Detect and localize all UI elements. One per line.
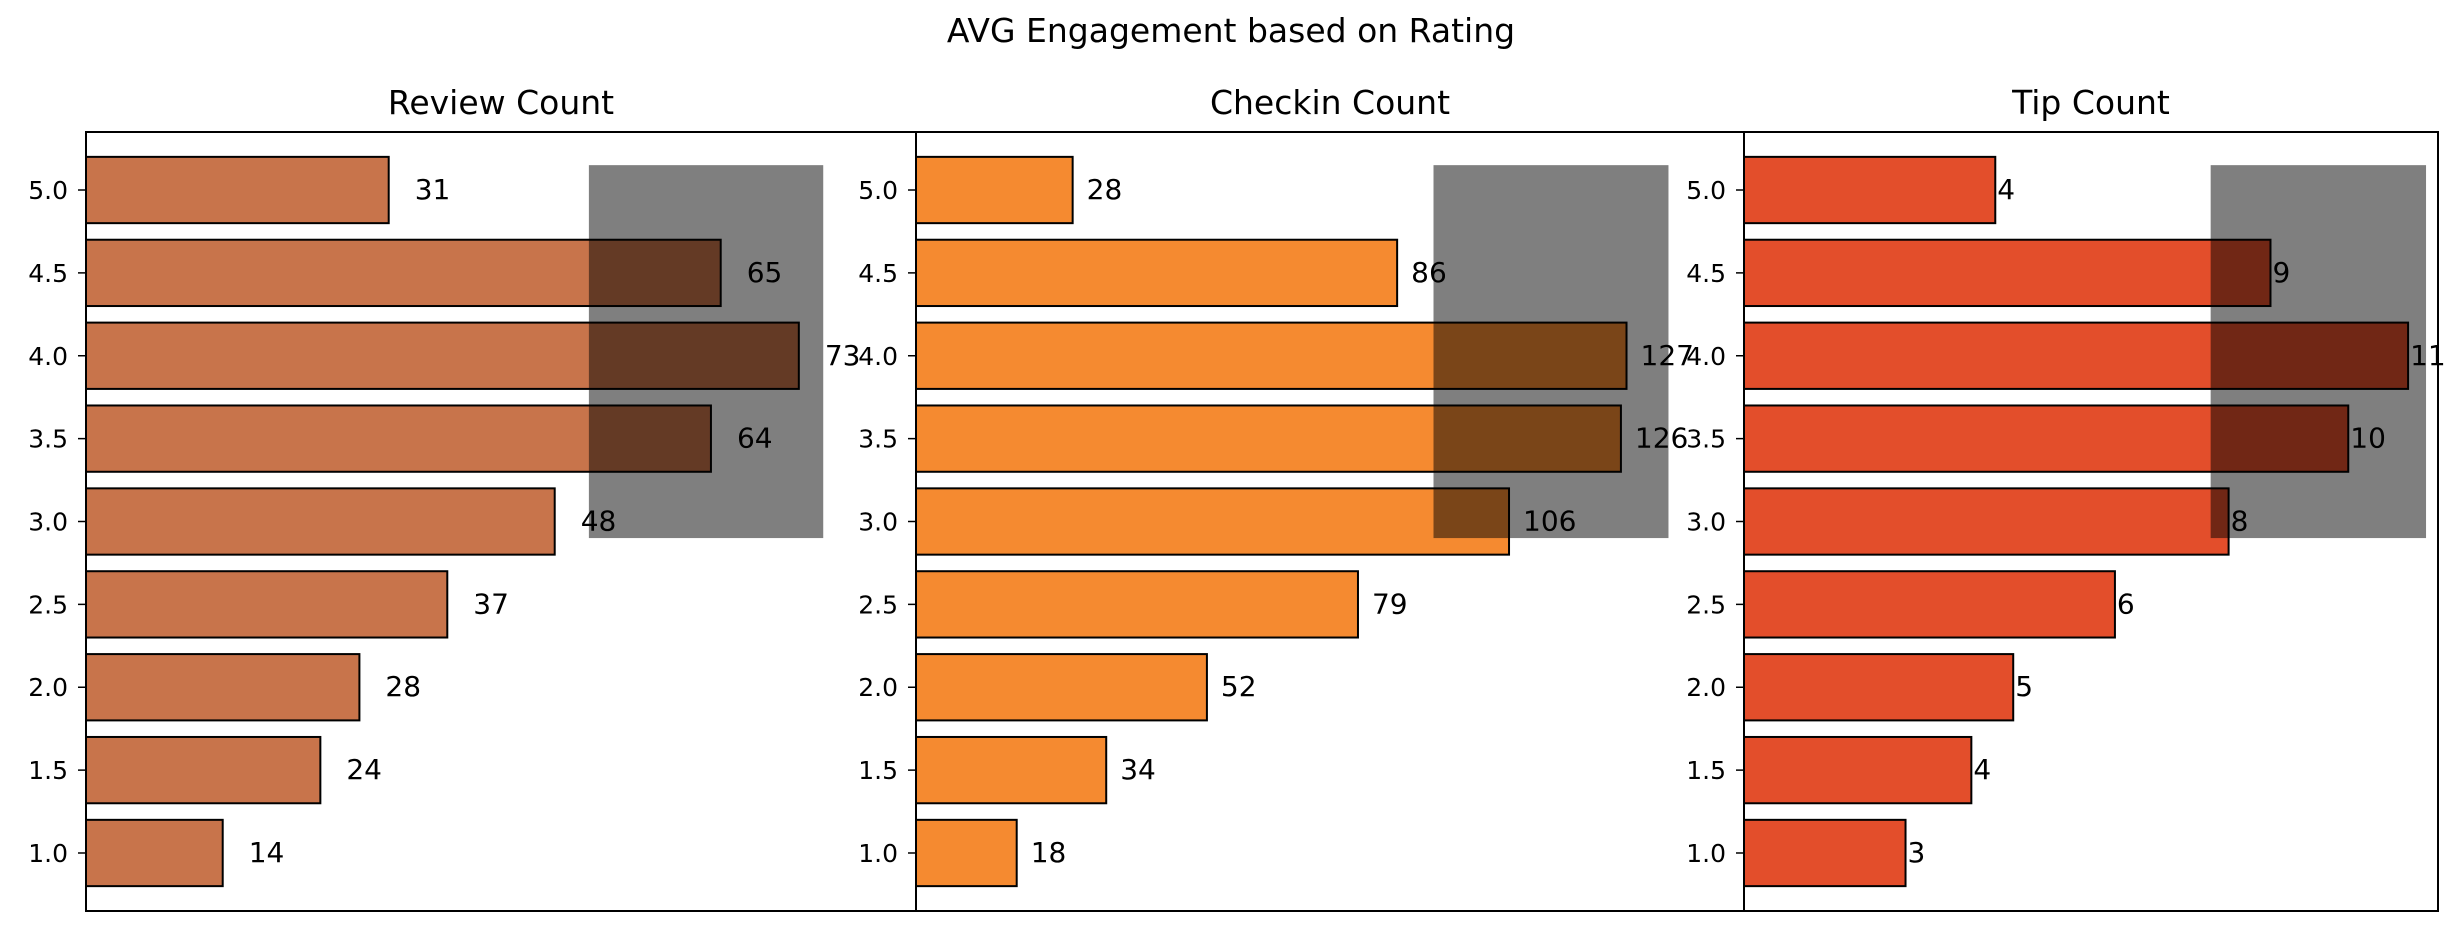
bar [85,818,224,888]
y-tick-label: 4.0 [28,342,68,371]
bar [1743,570,2116,639]
y-tick-label: 1.5 [858,756,898,785]
bar [1743,735,1973,805]
bar [1743,653,2015,722]
value-label: 28 [1087,173,1123,206]
highlight-region [588,165,824,539]
y-tick-label: 1.5 [1686,756,1726,785]
y-tick-label: 1.0 [858,839,898,868]
y-tick-label: 3.5 [858,425,898,454]
value-label: 5 [2015,670,2033,703]
bar [1743,818,1907,888]
y-tick-label: 2.5 [858,590,898,619]
bar [915,735,1108,805]
highlight-region [2210,165,2427,539]
value-label: 4 [1973,753,1991,786]
bar [85,155,390,225]
highlight-region [1433,165,1669,539]
y-tick-label: 5.0 [1686,176,1726,205]
panel-2: Tip Count31.041.552.062.583.0103.5114.09… [1686,83,2446,912]
panel-0: Review Count141.0241.5282.0372.5483.0643… [28,83,917,912]
bar [915,238,1399,308]
y-tick-label: 1.0 [28,839,68,868]
bar [85,570,449,639]
figure-title: AVG Engagement based on Rating [947,11,1515,50]
y-tick-label: 2.0 [28,673,68,702]
y-tick-label: 5.0 [858,176,898,205]
panels: Review Count141.0241.5282.0372.5483.0643… [28,83,2446,912]
bar [1743,238,2272,308]
y-tick-label: 2.5 [1686,590,1726,619]
bar [85,487,556,556]
value-label: 14 [249,836,285,869]
axes-frame [1743,131,2439,912]
y-tick-label: 2.0 [858,673,898,702]
y-tick-label: 2.5 [28,590,68,619]
y-tick-label: 3.0 [858,508,898,537]
value-label: 31 [415,173,451,206]
bar [915,653,1208,722]
y-tick-label: 3.5 [28,425,68,454]
y-tick-label: 3.0 [1686,508,1726,537]
y-tick-label: 4.5 [1686,259,1726,288]
bar [915,818,1018,888]
y-tick-label: 4.5 [858,259,898,288]
y-tick-label: 2.0 [1686,673,1726,702]
value-label: 34 [1120,753,1156,786]
y-tick-label: 5.0 [28,176,68,205]
panel-title: Review Count [388,83,614,122]
y-tick-label: 1.5 [28,756,68,785]
y-tick-label: 3.5 [1686,425,1726,454]
bar [915,155,1074,225]
panel-title: Tip Count [2011,83,2170,122]
value-label: 52 [1221,670,1257,703]
value-label: 28 [385,670,421,703]
bar [85,653,361,722]
panel-title: Checkin Count [1210,83,1450,122]
value-label: 4 [1997,173,2015,206]
y-tick-label: 4.0 [1686,342,1726,371]
y-tick-label: 4.0 [858,342,898,371]
value-label: 79 [1372,587,1408,620]
y-tick-label: 3.0 [28,508,68,537]
bar [85,735,322,805]
y-tick-label: 4.5 [28,259,68,288]
value-label: 73 [825,339,861,372]
value-label: 6 [2117,587,2135,620]
value-label: 18 [1031,836,1067,869]
panel-1: Checkin Count181.0341.5522.0792.51063.01… [858,83,1745,912]
value-label: 24 [346,753,382,786]
value-label: 3 [1908,836,1926,869]
bar [915,570,1359,639]
bar [915,487,1511,556]
bar [1743,155,1997,225]
value-label: 37 [473,587,509,620]
bar [1743,487,2230,556]
y-tick-label: 1.0 [1686,839,1726,868]
